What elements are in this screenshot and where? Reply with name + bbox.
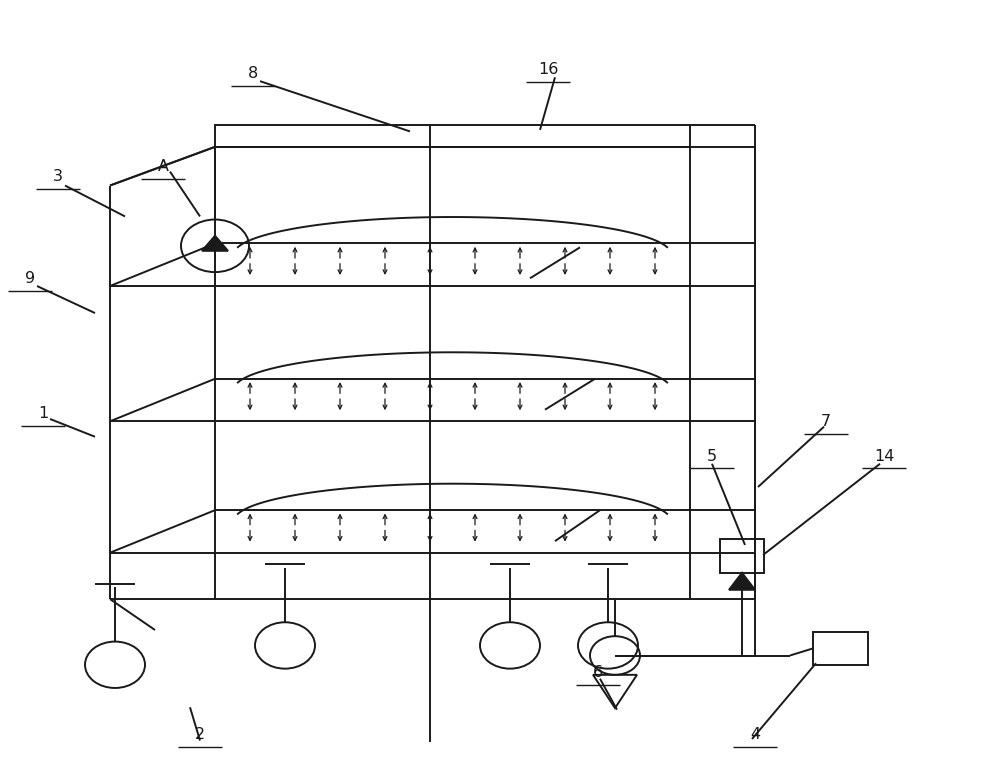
- Polygon shape: [202, 236, 228, 250]
- Text: 16: 16: [538, 63, 558, 77]
- Text: 6: 6: [593, 666, 603, 680]
- Text: 2: 2: [195, 727, 205, 742]
- Text: 8: 8: [248, 66, 258, 81]
- Bar: [720, 539, 764, 573]
- Bar: [812, 632, 868, 665]
- Text: 7: 7: [821, 414, 831, 429]
- Text: A: A: [158, 159, 168, 174]
- Polygon shape: [729, 573, 755, 590]
- Bar: [215, 147, 755, 599]
- Text: 1: 1: [38, 407, 48, 421]
- Text: 5: 5: [707, 449, 717, 464]
- Text: 4: 4: [750, 727, 760, 742]
- Text: 3: 3: [53, 169, 63, 184]
- Text: 9: 9: [25, 271, 35, 286]
- Text: 14: 14: [874, 449, 894, 464]
- Bar: [215, 125, 690, 147]
